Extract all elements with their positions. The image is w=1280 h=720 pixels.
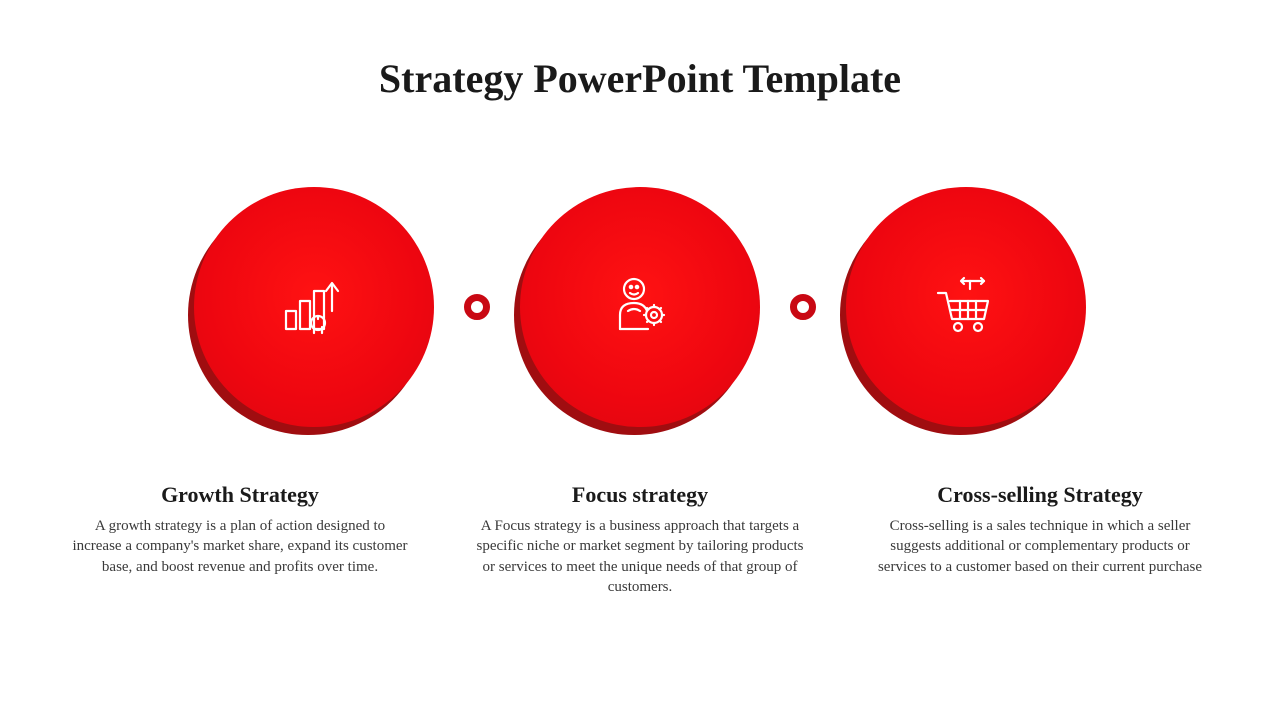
label-col-1: Growth Strategy A growth strategy is a p… xyxy=(70,482,410,597)
circle-front xyxy=(520,187,760,427)
item-heading: Focus strategy xyxy=(470,482,810,508)
strategy-circle-3 xyxy=(846,187,1086,427)
item-body: Cross-selling is a sales technique in wh… xyxy=(870,516,1210,577)
circle-front xyxy=(846,187,1086,427)
growth-chart-icon xyxy=(274,267,354,347)
connector-dot xyxy=(790,294,816,320)
slide-title: Strategy PowerPoint Template xyxy=(379,55,901,102)
label-col-3: Cross-selling Strategy Cross-selling is … xyxy=(870,482,1210,597)
strategy-circle-2 xyxy=(520,187,760,427)
item-heading: Growth Strategy xyxy=(70,482,410,508)
item-body: A growth strategy is a plan of action de… xyxy=(70,516,410,577)
label-col-2: Focus strategy A Focus strategy is a bus… xyxy=(470,482,810,597)
person-gear-icon xyxy=(600,267,680,347)
item-heading: Cross-selling Strategy xyxy=(870,482,1210,508)
strategy-circle-1 xyxy=(194,187,434,427)
cart-arrows-icon xyxy=(926,267,1006,347)
circles-row xyxy=(194,187,1086,427)
slide: Strategy PowerPoint Template xyxy=(0,0,1280,720)
labels-row: Growth Strategy A growth strategy is a p… xyxy=(0,482,1280,597)
circle-front xyxy=(194,187,434,427)
connector-dot xyxy=(464,294,490,320)
item-body: A Focus strategy is a business approach … xyxy=(470,516,810,597)
